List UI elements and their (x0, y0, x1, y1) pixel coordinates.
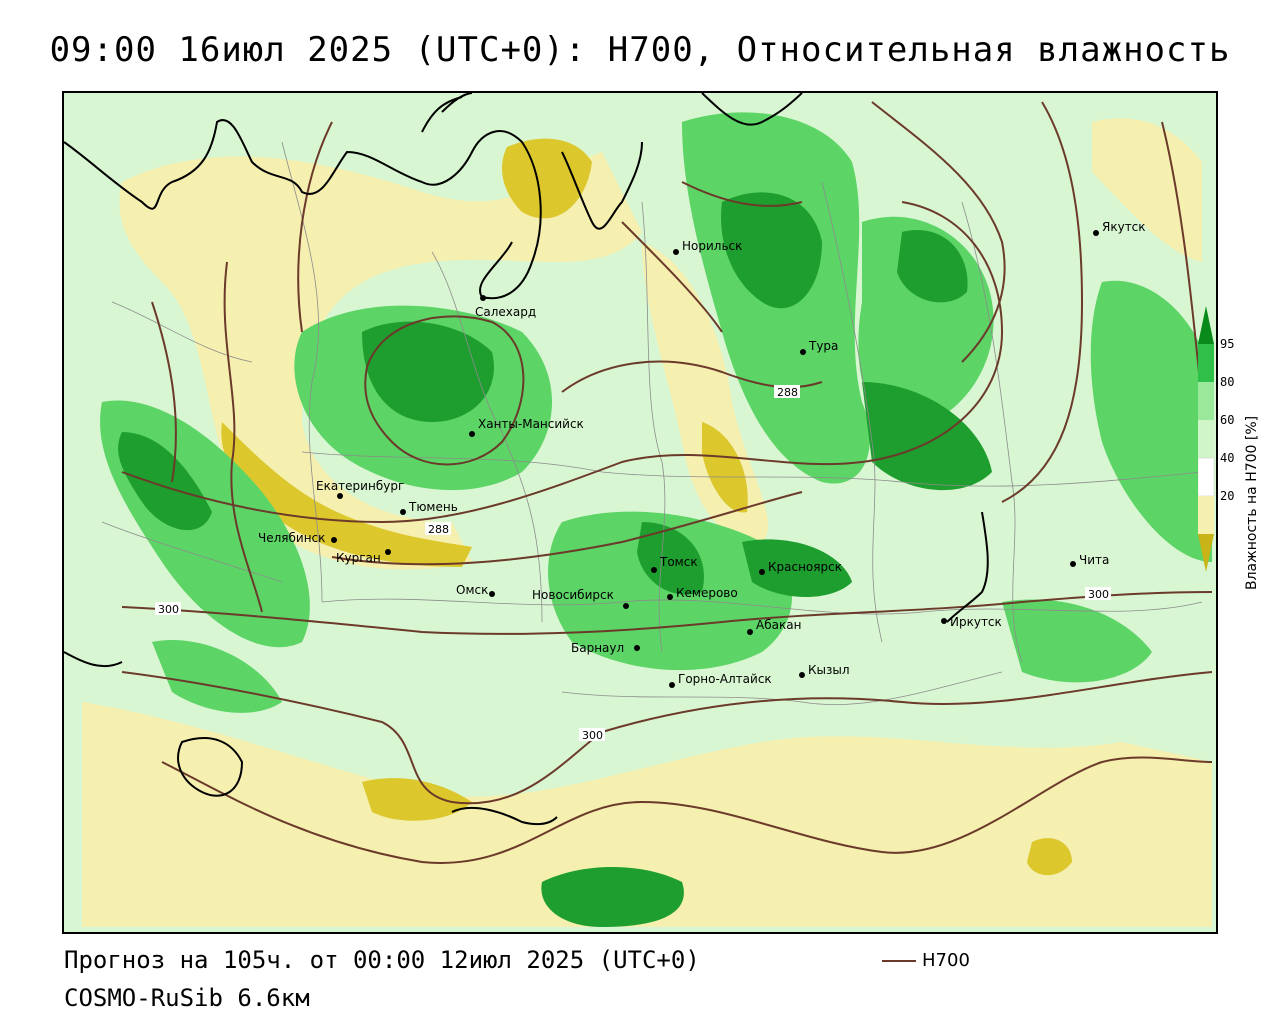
city-dot (469, 431, 475, 437)
legend-top-arrow (1198, 306, 1214, 344)
city-dot (634, 645, 640, 651)
city-label: Томск (659, 555, 698, 569)
coastlines (64, 93, 989, 826)
city-dot (799, 672, 805, 678)
city-label: Кызыл (808, 663, 850, 677)
legend-bottom-arrow (1198, 534, 1214, 572)
legend-tick: 80 (1220, 375, 1234, 389)
city-dot (331, 537, 337, 543)
contour-label: 300 (582, 729, 603, 742)
city-label: Омск (456, 583, 488, 597)
forecast-info: Прогноз на 105ч. от 00:00 12июл 2025 (UT… (64, 946, 700, 974)
city-label: Иркутск (950, 615, 1002, 629)
city-dot (669, 682, 675, 688)
legend-tick: 40 (1220, 451, 1234, 465)
contour-key-label: H700 (922, 950, 970, 971)
city-dot (747, 629, 753, 635)
legend-tick: 60 (1220, 413, 1234, 427)
city-dot (480, 295, 486, 301)
city-dot (623, 603, 629, 609)
city-dot (400, 509, 406, 515)
humidity-map: 288 288 300 300 300 Норильск Якутск Сале… (62, 91, 1218, 934)
legend-band (1198, 344, 1214, 382)
model-info: COSMO-RuSib 6.6км (64, 984, 310, 1012)
city-label: Курган (336, 551, 381, 565)
city-dot (337, 493, 343, 499)
legend-tick: 95 (1220, 337, 1234, 351)
city-label: Челябинск (258, 531, 325, 545)
city-label: Красноярск (768, 560, 842, 574)
city-dot (800, 349, 806, 355)
city-label: Ханты-Мансийск (478, 417, 584, 431)
city-label: Горно-Алтайск (678, 672, 772, 686)
city-label: Норильск (682, 239, 742, 253)
city-markers: Норильск Якутск Салехард Тура Ханты-Манс… (258, 220, 1146, 688)
humidity-legend: 95 80 60 40 20 (1197, 306, 1280, 606)
city-dot (385, 549, 391, 555)
legend-band (1197, 457, 1215, 497)
contour-label: 288 (777, 386, 798, 399)
legend-band (1198, 496, 1214, 534)
city-dot (489, 591, 495, 597)
legend-tick: 20 (1220, 489, 1234, 503)
city-dot (1070, 561, 1076, 567)
legend-band (1198, 420, 1214, 458)
city-label: Кемерово (676, 586, 738, 600)
city-dot (651, 567, 657, 573)
city-label: Якутск (1102, 220, 1146, 234)
legend-band (1198, 382, 1214, 420)
contour-key-line (882, 959, 916, 962)
city-dot (1093, 230, 1099, 236)
city-dot (759, 569, 765, 575)
city-label: Барнаул (571, 641, 624, 655)
contour-label: 300 (158, 603, 179, 616)
contour-key: H700 (882, 950, 970, 971)
city-label: Екатеринбург (316, 479, 404, 493)
dry-regions (82, 118, 1212, 927)
city-label: Салехард (475, 305, 536, 319)
map-title: 09:00 16июл 2025 (UTC+0): H700, Относите… (49, 30, 1231, 70)
legend-title: Влажность на H700 [%] (1244, 415, 1260, 590)
city-label: Абакан (756, 618, 801, 632)
city-label: Тура (808, 339, 838, 353)
city-dot (667, 594, 673, 600)
city-label: Чита (1079, 553, 1109, 567)
contour-label: 300 (1088, 588, 1109, 601)
city-dot (673, 249, 679, 255)
h700-contours (121, 101, 1213, 864)
city-dot (941, 618, 947, 624)
city-label: Тюмень (408, 500, 458, 514)
city-label: Новосибирск (532, 588, 614, 602)
contour-labels: 288 288 300 300 300 (155, 385, 1111, 742)
contour-label: 288 (428, 523, 449, 536)
